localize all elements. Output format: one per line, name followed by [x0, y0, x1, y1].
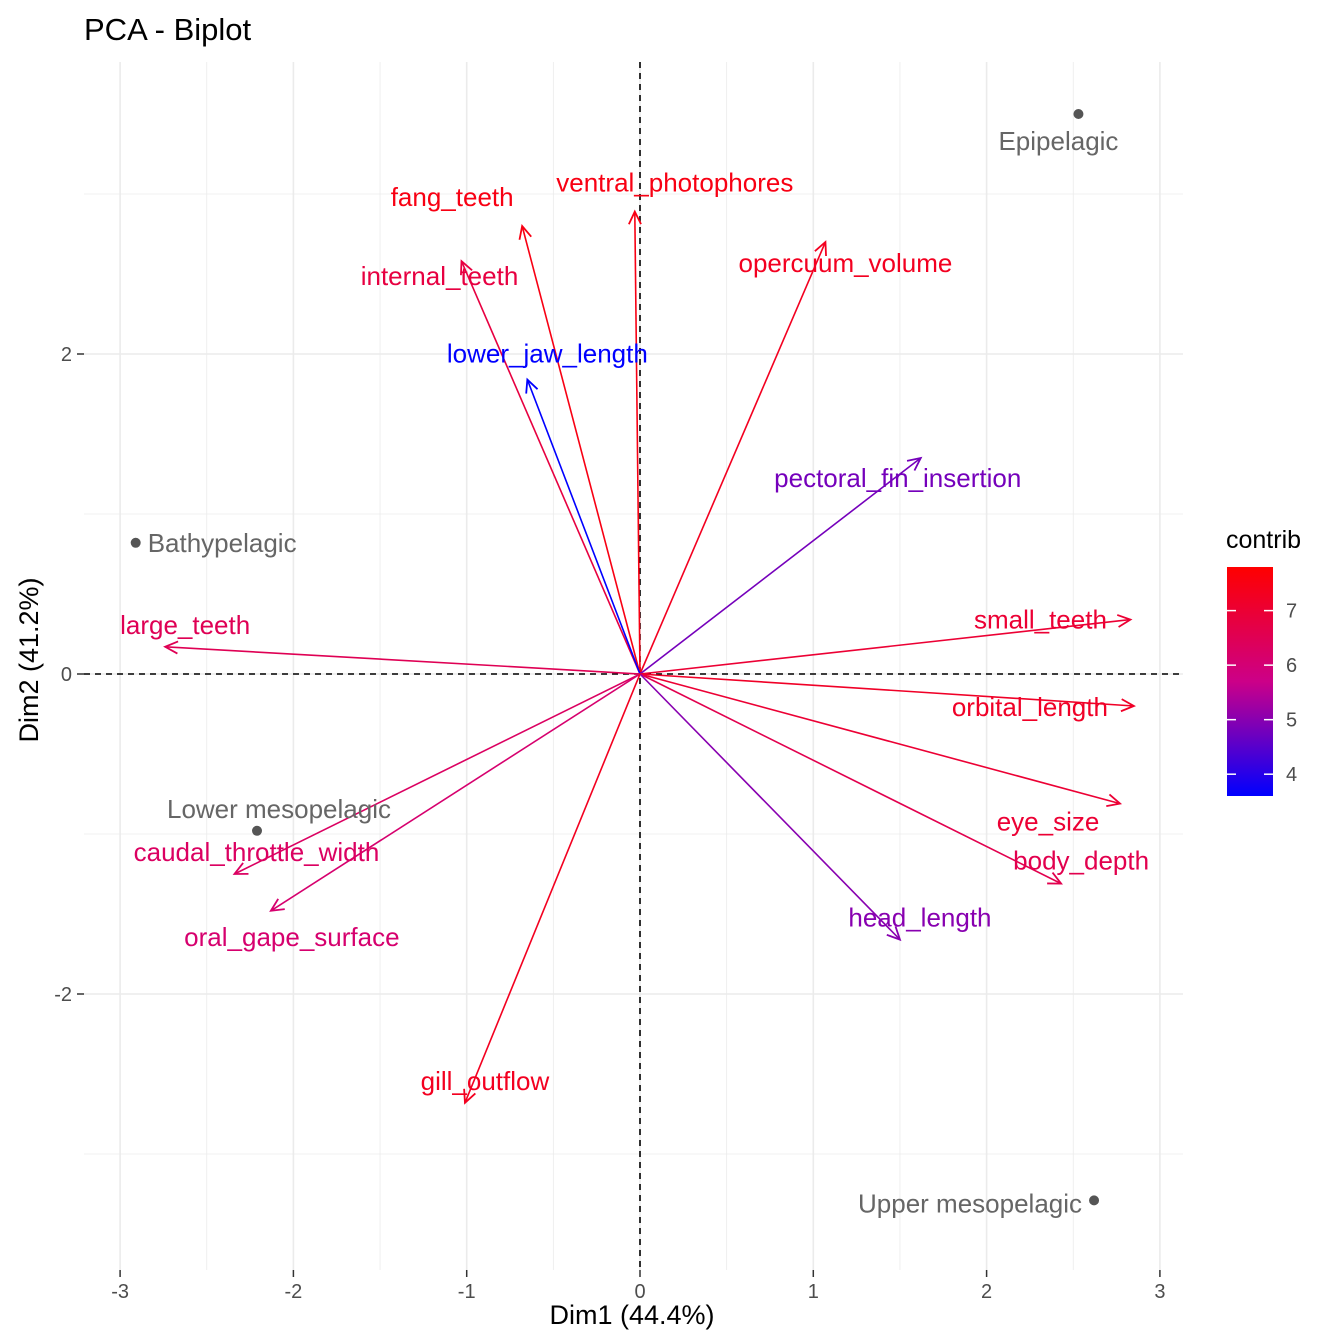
legend-tick-label: 7 — [1286, 601, 1297, 623]
variable-arrowhead-head_length — [886, 926, 902, 942]
variable-arrow-gill_outflow — [464, 673, 641, 1104]
variable-label: gill_outflow — [421, 1066, 550, 1096]
individual-label: Upper mesopelagic — [858, 1188, 1082, 1218]
variable-arrowhead-opercuum_volume — [814, 240, 827, 257]
legend-colorbar — [1227, 567, 1273, 796]
y-axis-title: Dim2 (41.2%) — [14, 577, 44, 742]
legend-tick-label: 5 — [1286, 710, 1297, 732]
legend-ticks: 4 5 6 7 — [1227, 601, 1297, 786]
x-tick-label: 2 — [981, 1281, 992, 1303]
individual-point — [1073, 109, 1084, 119]
variable-arrows — [163, 209, 1136, 1105]
variable-arrow-oral_gape_surface — [270, 673, 641, 912]
individual-label: Lower mesopelagic — [167, 794, 391, 824]
variable-label: head_length — [848, 903, 991, 933]
x-tick-label: 1 — [808, 1281, 819, 1303]
individual-label: Epipelagic — [998, 126, 1118, 156]
variable-arrowhead-large_teeth — [163, 640, 179, 655]
variable-arrow-ventral_photophores — [634, 211, 641, 675]
x-tick-label: 3 — [1154, 1281, 1165, 1303]
variable-arrow-large_teeth — [165, 646, 641, 675]
variable-label: large_teeth — [120, 610, 250, 640]
variable-label: orbital_length — [952, 692, 1108, 722]
variable-arrowhead-gill_outflow — [463, 1088, 476, 1105]
legend-tick-label: 4 — [1286, 764, 1297, 786]
y-tick-label: 0 — [61, 664, 72, 686]
variable-arrowhead-ventral_photophores — [628, 209, 642, 225]
contrib-legend: contrib 4 5 6 7 — [1226, 526, 1301, 796]
variable-arrowhead-body_depth — [1047, 871, 1063, 885]
variable-arrowhead-oral_gape_surface — [269, 898, 285, 912]
legend-title: contrib — [1226, 526, 1301, 554]
individual-points — [130, 109, 1100, 1206]
grid — [84, 62, 1183, 1270]
variable-arrowhead-small_teeth — [1116, 614, 1133, 628]
variable-label: eye_size — [997, 807, 1100, 837]
x-tick-label: -1 — [458, 1281, 476, 1303]
variable-arrow-lower_jaw_length — [526, 379, 641, 675]
plot-labels: ventral_photophores fang_teeth internal_te… — [120, 126, 1149, 1218]
variable-label: pectoral_fin_insertion — [774, 463, 1021, 493]
variable-label: small_teeth — [974, 605, 1107, 635]
variable-label: body_depth — [1013, 846, 1149, 876]
variable-arrowhead-caudal_throttle_width — [232, 862, 249, 875]
chart-title: PCA - Biplot — [84, 12, 252, 47]
variable-arrow-fang_teeth — [521, 225, 641, 675]
variable-arrow-pectoral_fin_insertion — [639, 457, 922, 675]
y-tick-label: 2 — [61, 344, 72, 366]
reference-lines — [84, 62, 1183, 1270]
variable-label: lower_jaw_length — [447, 339, 648, 369]
variable-label: ventral_photophores — [556, 168, 793, 198]
variable-arrow-eye_size — [639, 673, 1121, 805]
variable-arrowhead-fang_teeth — [518, 223, 532, 240]
variable-arrow-internal_teeth — [460, 260, 641, 675]
x-tick-label: 0 — [634, 1281, 645, 1303]
individual-point — [130, 537, 141, 548]
variable-arrow-opercuum_volume — [639, 241, 827, 675]
x-tick-label: -2 — [285, 1281, 303, 1303]
variable-label: internal_teeth — [361, 261, 519, 291]
individual-point — [252, 825, 263, 836]
variable-arrowhead-eye_size — [1106, 793, 1123, 808]
individual-label: Bathypelagic — [148, 528, 297, 558]
variable-arrowhead-lower_jaw_length — [525, 377, 539, 394]
x-tick-label: -3 — [111, 1281, 129, 1303]
variable-label: fang_teeth — [391, 182, 514, 212]
individual-point — [1089, 1195, 1100, 1206]
variable-arrow-caudal_throttle_width — [234, 673, 641, 875]
legend-tick-label: 6 — [1286, 655, 1297, 677]
x-axis-title: Dim1 (44.4%) — [549, 1300, 714, 1330]
variable-label: oral_gape_surface — [184, 922, 399, 952]
variable-arrowhead-orbital_length — [1120, 698, 1136, 713]
variable-arrow-orbital_length — [639, 673, 1134, 707]
variable-label: caudal_throttle_width — [134, 837, 380, 867]
variable-arrowhead-pectoral_fin_insertion — [906, 456, 923, 471]
variable-arrow-small_teeth — [639, 618, 1131, 675]
variable-arrow-head_length — [639, 673, 901, 941]
variable-arrow-body_depth — [639, 673, 1062, 885]
axis-ticks: -3 -2 -1 0 1 2 3 -2 0 2 — [54, 344, 1165, 1303]
variable-label: opercuum_volume — [738, 248, 952, 278]
variable-arrowhead-internal_teeth — [460, 259, 473, 276]
y-tick-label: -2 — [54, 984, 72, 1006]
